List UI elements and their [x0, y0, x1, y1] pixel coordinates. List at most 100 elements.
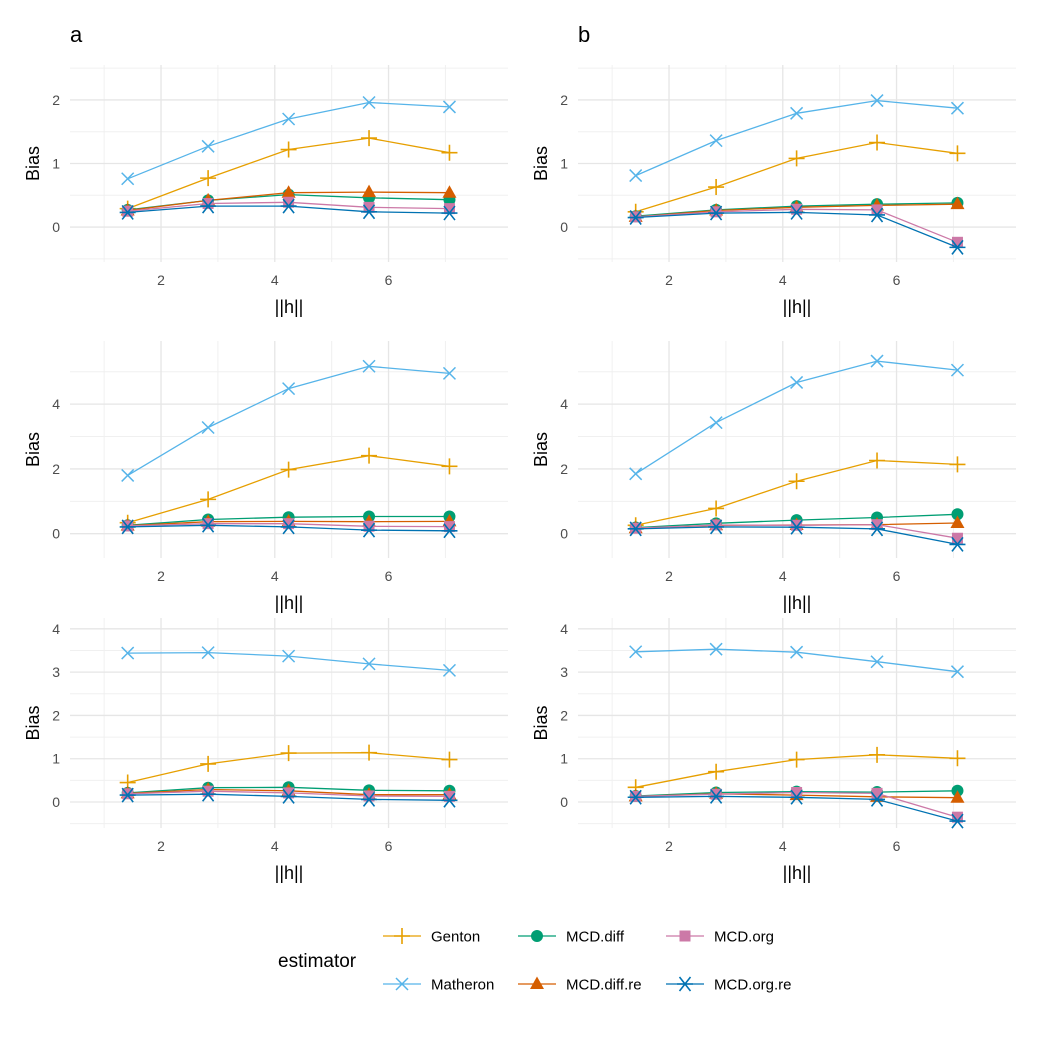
- point-mcd-org: [791, 519, 803, 531]
- point-genton: [788, 751, 805, 768]
- point-mcd-org: [283, 196, 295, 208]
- point-mcd-diff-re: [950, 196, 965, 210]
- point-matheron: [950, 101, 964, 115]
- point-mcd-org-re: [627, 789, 644, 805]
- point-mcd-org-re: [788, 204, 805, 220]
- point-mcd-org: [363, 790, 375, 802]
- point-mcd-org-re: [441, 792, 458, 808]
- y-tick-label: 0: [560, 219, 568, 235]
- y-axis-label: Bias: [23, 705, 43, 740]
- x-tick-label: 6: [385, 568, 393, 584]
- legend-items: Genton MCD.diff MCD.org Matheron MCD.diff.re…: [383, 928, 792, 994]
- y-tick-label: 2: [52, 92, 60, 108]
- point-matheron: [790, 375, 804, 389]
- point-matheron: [629, 169, 643, 183]
- point-mcd-org-re: [361, 791, 378, 807]
- x-axis-label: ||h||: [783, 297, 812, 317]
- point-mcd-org-re: [200, 786, 217, 802]
- point-genton: [869, 134, 886, 151]
- x-tick-label: 4: [779, 838, 787, 854]
- point-mcd-org-re: [627, 521, 644, 537]
- x-tick-label: 2: [157, 568, 165, 584]
- point-matheron: [362, 359, 376, 373]
- x-tick-label: 2: [157, 272, 165, 288]
- point-matheron: [201, 139, 215, 153]
- point-matheron: [790, 645, 804, 659]
- point-genton: [280, 461, 297, 478]
- point-genton: [441, 751, 458, 768]
- legend-label: Genton: [431, 929, 480, 946]
- y-axis-label: Bias: [23, 432, 43, 467]
- point-matheron: [950, 363, 964, 377]
- legend-item-matheron: Matheron: [383, 977, 494, 994]
- series-mcd-org-re: [627, 519, 966, 552]
- point-mcd-org-re: [708, 788, 725, 804]
- point-mcd-diff-re: [950, 790, 965, 803]
- series-matheron: [121, 359, 456, 482]
- point-mcd-org: [443, 521, 455, 533]
- legend-key-marker: [679, 930, 691, 942]
- y-tick-label: 4: [52, 396, 60, 412]
- y-tick-label: 2: [560, 461, 568, 477]
- legend-item-mcd-org: MCD.org: [666, 929, 774, 946]
- y-tick-label: 1: [52, 156, 60, 172]
- point-mcd-org-re: [441, 523, 458, 539]
- point-mcd-org: [202, 785, 214, 797]
- point-genton: [280, 141, 297, 158]
- point-mcd-org: [871, 787, 883, 799]
- series-line-matheron: [127, 365, 450, 476]
- point-mcd-diff-re: [362, 184, 377, 198]
- legend-label: MCD.diff: [566, 929, 625, 946]
- y-tick-label: 0: [560, 794, 568, 810]
- series-matheron: [629, 354, 964, 481]
- series-line-matheron: [127, 101, 450, 180]
- point-mcd-org-re: [949, 813, 966, 829]
- point-genton: [361, 447, 378, 464]
- series-mcd-org-re: [119, 198, 458, 221]
- x-tick-label: 6: [385, 838, 393, 854]
- y-tick-label: 2: [52, 707, 60, 723]
- chart-panels: 2 4 6 0 1 2 ||h|| Bias a 2 4 6 0 1 2 ||h|| Bias b 2 4 6 0 2 4 ||…: [23, 22, 1016, 883]
- panel-5: 2 4 6 0 1 2 3 4 ||h|| Bias: [531, 618, 1016, 883]
- point-matheron: [629, 645, 643, 659]
- point-matheron: [442, 366, 456, 380]
- point-matheron: [442, 100, 456, 114]
- point-mcd-org-re: [119, 519, 136, 535]
- point-mcd-org: [951, 811, 963, 823]
- point-matheron: [121, 172, 135, 186]
- point-mcd-org-re: [869, 791, 886, 807]
- x-axis-label: ||h||: [783, 593, 812, 613]
- x-axis-label: ||h||: [275, 863, 304, 883]
- legend-item-mcd-diff: MCD.diff: [518, 929, 625, 946]
- panel-1: 2 4 6 0 1 2 ||h|| Bias b: [531, 22, 1016, 317]
- point-mcd-org-re: [788, 789, 805, 805]
- point-mcd-org-re: [708, 205, 725, 221]
- point-matheron: [282, 649, 296, 663]
- point-genton: [869, 452, 886, 469]
- point-genton: [949, 750, 966, 767]
- point-genton: [280, 745, 297, 762]
- legend-title: estimator: [278, 951, 357, 972]
- x-tick-label: 2: [157, 838, 165, 854]
- panel-2: 2 4 6 0 2 4 ||h|| Bias: [23, 341, 508, 613]
- point-mcd-org-re: [361, 204, 378, 220]
- point-matheron: [282, 112, 296, 126]
- panel-4: 2 4 6 0 1 2 3 4 ||h|| Bias: [23, 618, 508, 883]
- point-mcd-org: [871, 204, 883, 216]
- point-mcd-org-re: [119, 204, 136, 220]
- point-matheron: [121, 646, 135, 660]
- panel-label-b: b: [578, 22, 590, 47]
- point-mcd-org-re: [280, 198, 297, 214]
- point-mcd-org-re: [200, 198, 217, 214]
- point-mcd-org-re: [361, 522, 378, 538]
- y-tick-label: 4: [52, 621, 60, 637]
- x-tick-label: 4: [271, 838, 279, 854]
- point-genton: [788, 150, 805, 167]
- x-tick-label: 4: [779, 568, 787, 584]
- y-axis-label: Bias: [23, 146, 43, 181]
- legend-key-marker: [395, 977, 409, 991]
- series-line-mcd-org-re: [635, 211, 958, 249]
- y-tick-label: 4: [560, 621, 568, 637]
- point-genton: [361, 744, 378, 761]
